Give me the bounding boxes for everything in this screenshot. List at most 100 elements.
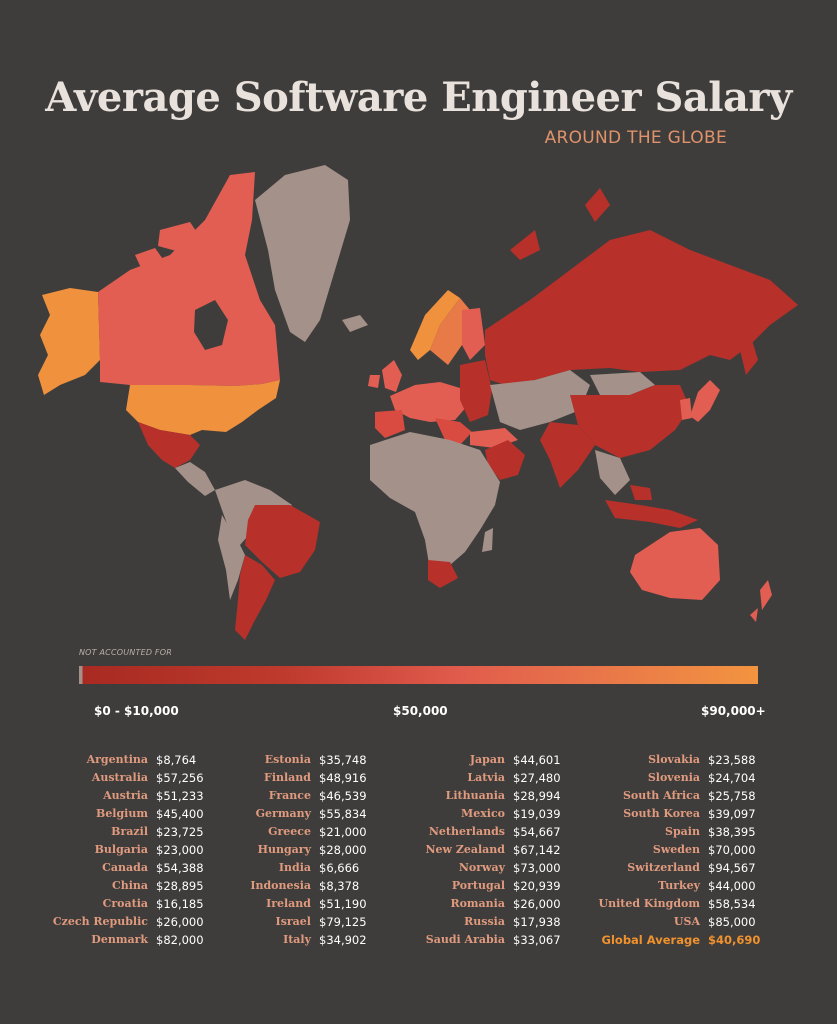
- salary-value: $44,601: [513, 753, 561, 767]
- salary-value: $25,758: [708, 789, 756, 803]
- country-name: Latvia: [467, 771, 505, 784]
- map-region-russia: [485, 230, 798, 385]
- salary-value: $28,994: [513, 789, 561, 803]
- map-region-mexico: [138, 422, 200, 468]
- country-name: Switzerland: [627, 861, 700, 874]
- map-region-south-africa: [428, 560, 458, 588]
- salary-value: $48,916: [319, 771, 367, 785]
- salary-value: $94,567: [708, 861, 756, 875]
- country-name: India: [278, 861, 311, 874]
- country-name: South Africa: [622, 789, 700, 802]
- map-region-india: [540, 422, 595, 488]
- map-region-arctic-islands: [135, 222, 202, 270]
- map-region-finland: [462, 308, 485, 360]
- country-name: Czech Republic: [52, 915, 148, 928]
- salary-value: $58,534: [708, 897, 756, 911]
- country-name: Croatia: [102, 897, 148, 910]
- map-region-central-america: [175, 462, 215, 496]
- country-name: Finland: [264, 771, 311, 784]
- salary-value: $26,000: [156, 915, 204, 929]
- global-average-value: $40,690: [708, 933, 761, 947]
- salary-value: $67,142: [513, 843, 561, 857]
- country-name: Hungary: [257, 843, 311, 856]
- country-name: France: [268, 789, 311, 802]
- country-name: New Zealand: [425, 843, 505, 856]
- map-region-usa: [126, 380, 280, 435]
- country-name: Bulgaria: [94, 843, 148, 856]
- map-region-canada: [98, 172, 280, 386]
- salary-value: $38,395: [708, 825, 756, 839]
- salary-value: $6,666: [319, 861, 360, 875]
- map-region-south-america-west: [218, 515, 245, 600]
- map-region-iceland: [342, 315, 368, 332]
- country-name: Netherlands: [428, 825, 505, 838]
- country-name: Argentina: [86, 753, 148, 766]
- map-region-africa: [370, 432, 500, 570]
- salary-value: $26,000: [513, 897, 561, 911]
- country-name: Estonia: [264, 753, 311, 766]
- map-region-kamchatka: [740, 340, 758, 375]
- country-name: United Kingdom: [598, 897, 700, 910]
- salary-value: $23,588: [708, 753, 756, 767]
- legend-mid-label: $50,000: [393, 704, 448, 718]
- salary-value: $27,480: [513, 771, 561, 785]
- salary-value: $79,125: [319, 915, 367, 929]
- country-name: Romania: [450, 897, 505, 910]
- country-name: Austria: [103, 789, 148, 802]
- salary-value: $34,902: [319, 933, 367, 947]
- country-name: Spain: [665, 825, 700, 838]
- map-region-madagascar: [482, 528, 493, 552]
- map-region-uk-ireland: [368, 360, 402, 392]
- country-name: Australia: [91, 771, 148, 784]
- country-name: South Korea: [623, 807, 700, 820]
- salary-value: $39,097: [708, 807, 756, 821]
- salary-value: $23,725: [156, 825, 204, 839]
- salary-value: $20,939: [513, 879, 561, 893]
- country-name: Canada: [102, 861, 148, 874]
- country-name: Saudi Arabia: [425, 933, 505, 946]
- salary-value: $8,764: [156, 753, 197, 767]
- country-name: Sweden: [652, 843, 700, 856]
- country-name: Ireland: [266, 897, 311, 910]
- country-name: Portugal: [451, 879, 505, 892]
- country-name: Slovakia: [648, 753, 700, 766]
- salary-value: $51,233: [156, 789, 204, 803]
- country-name: Germany: [255, 807, 311, 820]
- map-region-brazil: [245, 505, 320, 578]
- map-region-new-zealand: [750, 580, 772, 622]
- salary-value: $28,895: [156, 879, 204, 893]
- salary-value: $54,388: [156, 861, 204, 875]
- country-name: Greece: [268, 825, 311, 838]
- map-region-saudi-arabia: [485, 440, 525, 480]
- legend-note: NOT ACCOUNTED FOR: [79, 648, 172, 657]
- country-name: Russia: [464, 915, 505, 928]
- salary-value: $57,256: [156, 771, 204, 785]
- salary-value: $23,000: [156, 843, 204, 857]
- legend-min-label: $0 - $10,000: [94, 704, 179, 718]
- salary-value: $21,000: [319, 825, 367, 839]
- country-name: Israel: [275, 915, 311, 928]
- country-name: Slovenia: [647, 771, 700, 784]
- country-name: Denmark: [91, 933, 148, 946]
- map-region-iberia: [375, 410, 405, 438]
- country-name: Norway: [458, 861, 505, 874]
- map-region-eastern-europe: [460, 360, 492, 422]
- map-region-norway: [410, 290, 460, 360]
- map-region-argentina: [235, 555, 275, 640]
- salary-value: $70,000: [708, 843, 756, 857]
- map-region-western-europe: [390, 382, 468, 422]
- country-name: Mexico: [461, 807, 505, 820]
- salary-value: $46,539: [319, 789, 367, 803]
- legend-max-label: $90,000+: [701, 704, 766, 718]
- salary-value: $73,000: [513, 861, 561, 875]
- country-name: Brazil: [111, 825, 148, 838]
- country-name: Turkey: [658, 879, 700, 892]
- salary-value: $51,190: [319, 897, 367, 911]
- map-region-russia-north-islands: [510, 188, 610, 260]
- salary-value: $28,000: [319, 843, 367, 857]
- salary-value: $82,000: [156, 933, 204, 947]
- world-map: [38, 165, 798, 640]
- map-region-greenland: [255, 165, 350, 342]
- salary-value: $8,378: [319, 879, 360, 893]
- page-subtitle: AROUND THE GLOBE: [544, 128, 727, 148]
